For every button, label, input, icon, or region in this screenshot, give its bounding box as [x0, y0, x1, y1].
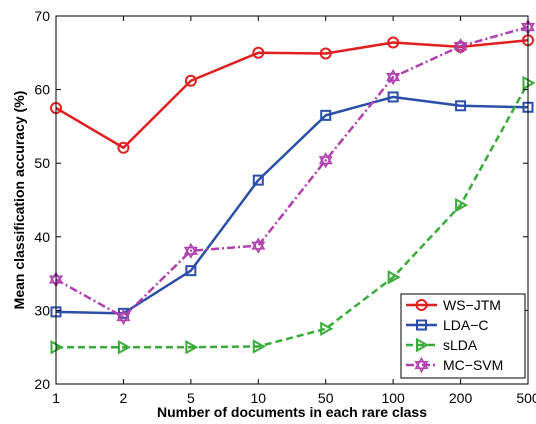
- marker-triangle-up: [386, 68, 401, 82]
- legend-marker-0: [415, 299, 428, 311]
- y-tick-label: 40: [34, 229, 50, 245]
- x-tick-label: 100: [381, 390, 405, 406]
- series-2-point-1: [117, 340, 132, 355]
- marker-triangle-down: [414, 360, 429, 374]
- series-3-point-5: [386, 68, 401, 86]
- series-1-point-5: [387, 91, 399, 103]
- x-tick-label: 10: [250, 390, 266, 406]
- series-0-point-5: [387, 36, 400, 49]
- legend-marker-1: [416, 319, 427, 331]
- legend-marker-2: [416, 337, 430, 353]
- series-1-point-4: [320, 109, 332, 121]
- series-2-point-5: [387, 270, 401, 285]
- y-tick-label: 60: [34, 82, 50, 98]
- axes-frame: [55, 15, 529, 385]
- x-tick-label: 500: [516, 390, 536, 406]
- series-0-point-1: [117, 141, 130, 154]
- legend-label-3: MC−SVM: [443, 357, 503, 373]
- legend-label-0: WS−JTM: [443, 297, 501, 313]
- series-1-point-3: [252, 174, 264, 186]
- marker-triangle-up: [318, 152, 333, 165]
- series-2-point-2: [185, 340, 199, 355]
- marker-triangle-up: [183, 242, 198, 255]
- series-line-2: [56, 82, 530, 349]
- marker-triangle-down: [386, 73, 401, 86]
- x-tick-label: 200: [449, 390, 473, 406]
- series-0-point-3: [252, 46, 265, 59]
- series-3-point-4: [318, 152, 333, 169]
- series-3-point-6: [453, 38, 468, 55]
- axes: 20 30 40 50 60 70 1 2 5 10 50 100 200 500: [34, 8, 536, 406]
- series-2-point-3: [252, 339, 266, 354]
- series-1-point-6: [455, 100, 467, 112]
- x-axis-title: Number of documents in each rare class: [157, 404, 427, 420]
- y-tick-label: 20: [34, 376, 50, 392]
- y-axis-title: Mean classification accuracy (%): [11, 91, 27, 310]
- legend: WS−JTM LDA−C sLDA MC−SVM: [400, 293, 526, 379]
- x-tick-label: 50: [318, 390, 334, 406]
- series-line-1: [55, 95, 529, 315]
- marker-triangle-down: [183, 246, 198, 259]
- series-line-0: [55, 39, 529, 149]
- series-2-point-6: [455, 197, 469, 213]
- y-tick-label: 50: [34, 155, 50, 171]
- series-line-3: [55, 25, 529, 319]
- series-3-point-1: [116, 308, 131, 326]
- marker-triangle-up: [453, 38, 468, 51]
- series-0-point-4: [319, 47, 332, 60]
- legend-marker-3: [414, 356, 429, 374]
- marker-triangle-down: [453, 42, 468, 55]
- legend-label-1: LDA−C: [443, 317, 489, 333]
- y-tick-label: 70: [34, 8, 50, 24]
- marker-triangle-up: [414, 356, 429, 370]
- series-0-point-2: [184, 74, 197, 87]
- x-tick-label: 1: [52, 390, 60, 406]
- marker-triangle-down: [251, 241, 266, 254]
- legend-box: [400, 293, 526, 379]
- series-2-point-4: [320, 321, 334, 336]
- y-tick-label: 30: [34, 302, 50, 318]
- legend-label-2: sLDA: [443, 337, 478, 353]
- x-tick-label: 5: [187, 390, 195, 406]
- marker-triangle-up: [116, 308, 131, 322]
- series-3-point-3: [251, 237, 266, 254]
- marker-triangle-up: [251, 237, 266, 250]
- marker-triangle-down: [318, 156, 333, 169]
- series-3-point-2: [183, 242, 198, 259]
- marker-triangle-down: [116, 312, 131, 326]
- series-1-point-2: [185, 265, 197, 277]
- x-tick-label: 2: [120, 390, 128, 406]
